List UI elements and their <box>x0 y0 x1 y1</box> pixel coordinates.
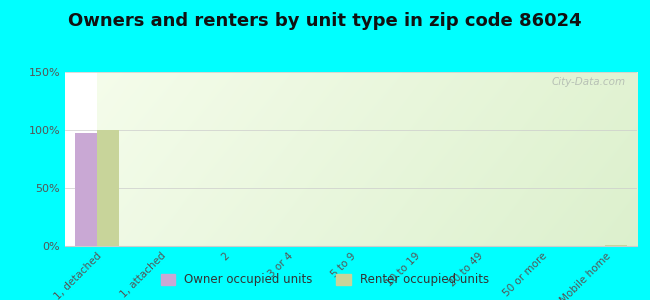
Bar <box>97 130 119 246</box>
Bar <box>605 245 627 246</box>
Text: City-Data.com: City-Data.com <box>551 77 625 87</box>
Bar <box>75 134 97 246</box>
Text: Owners and renters by unit type in zip code 86024: Owners and renters by unit type in zip c… <box>68 12 582 30</box>
Legend: Owner occupied units, Renter occupied units: Owner occupied units, Renter occupied un… <box>156 269 494 291</box>
